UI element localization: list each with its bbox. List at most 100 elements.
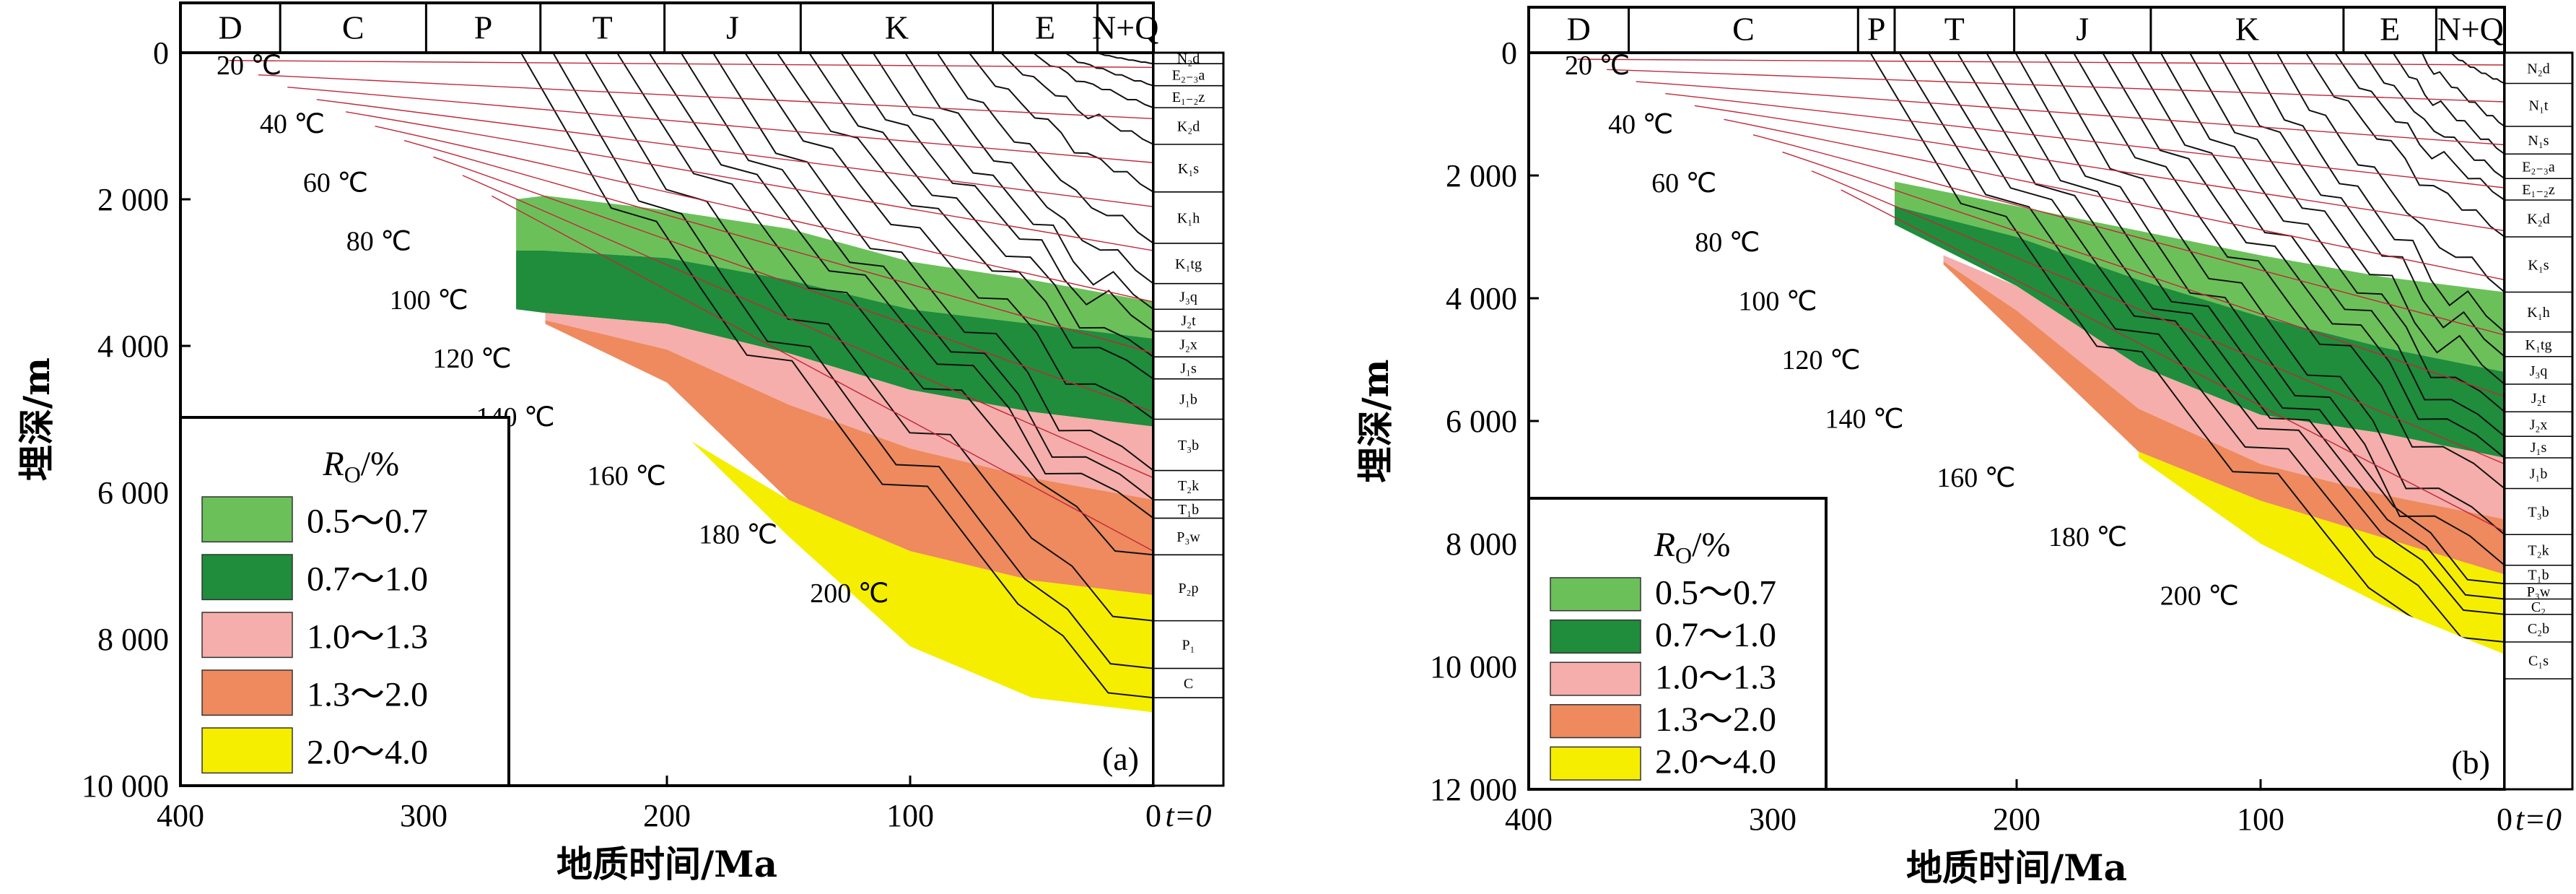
strata-label: P₂p (1178, 581, 1198, 596)
isotherm-line (1724, 118, 2505, 281)
isotherm-label: 200 ℃ (810, 578, 888, 609)
burial-line (2450, 53, 2505, 84)
isotherm-line (1694, 105, 2505, 232)
period-label: K (885, 9, 909, 46)
strata-label: J₃q (1179, 289, 1197, 305)
maturity-band-4 (545, 320, 1153, 596)
period-label: P (1867, 10, 1886, 47)
burial-line (2392, 53, 2505, 155)
burial-line (2218, 53, 2505, 357)
isotherm-label: 80 ℃ (1695, 227, 1760, 258)
isotherm-label: 180 ℃ (2048, 522, 2127, 552)
period-header (1527, 6, 2506, 54)
x-tick-label: 0 (1145, 798, 1161, 833)
y-axis-title: 埋深/m (15, 357, 58, 481)
maturity-band-5 (691, 441, 1153, 713)
isotherm-line (229, 60, 1153, 68)
strata-label: C₁s (2528, 654, 2549, 669)
isotherm-label: 120 ℃ (433, 344, 512, 374)
strata-label: N₂d (1177, 51, 1200, 67)
strata-label: K₁h (2527, 305, 2549, 321)
legend-swatch (1550, 746, 1641, 781)
maturity-band-2 (1895, 206, 2505, 458)
isotherm-line (1811, 170, 2505, 465)
burial-line (872, 53, 1153, 311)
isotherm-line (375, 126, 1153, 303)
isotherm-label: 200 ℃ (2160, 581, 2239, 611)
isotherm-line (316, 99, 1153, 207)
burial-line (1096, 53, 1153, 65)
period-label: E (2380, 10, 2400, 47)
period-label: D (1567, 10, 1591, 47)
strata-label: E₁₋₂z (2522, 182, 2555, 198)
burial-line (2421, 53, 2505, 127)
legend-label: 0.7～1.0 (1655, 616, 1776, 654)
burial-line (808, 53, 1153, 358)
isotherm-line (492, 195, 1153, 552)
legend-box (179, 416, 510, 787)
period-label: C (342, 9, 364, 46)
period-label: C (1732, 10, 1755, 47)
legend-swatch (201, 554, 293, 601)
isotherm-line (1665, 92, 2505, 188)
strata-label: J₂x (1179, 337, 1197, 352)
legend-label: 2.0～4.0 (1655, 743, 1776, 781)
strata-label: K₁s (2528, 257, 2549, 273)
burial-line (744, 53, 1153, 420)
legend-swatch (201, 612, 293, 659)
burial-line (2102, 53, 2505, 459)
burial-line (904, 53, 1153, 285)
y-tick-label: 0 (1501, 35, 1517, 71)
x-tick-label: 100 (2237, 802, 2284, 837)
isotherm-line (462, 175, 1153, 479)
maturity-band-3 (545, 313, 1153, 500)
strata-label: T₁b (2528, 568, 2549, 583)
isotherm-label: 40 ℃ (1608, 110, 1673, 140)
y-axis-title: 埋深/m (1354, 359, 1397, 482)
isotherm-line (433, 156, 1153, 413)
period-label: T (1944, 10, 1965, 47)
y-tick-label: 0 (153, 35, 169, 71)
burial-line (968, 53, 1153, 193)
burial-line (648, 53, 1153, 519)
burial-line (712, 53, 1153, 472)
isotherm-line (1841, 189, 2505, 532)
burial-line (2334, 53, 2505, 201)
isotherm-line (258, 74, 1153, 120)
burial-line (2276, 53, 2505, 293)
burial-line (1065, 53, 1153, 87)
burial-line (2014, 53, 2505, 566)
y-tick-label: 6 000 (97, 475, 169, 511)
isotherm-line (403, 139, 1153, 354)
isotherm-label: 40 ℃ (260, 109, 325, 139)
strata-label: T₂k (1178, 478, 1199, 494)
burial-line (1869, 53, 2505, 680)
burial-line (552, 53, 1153, 669)
y-tick-label: 2 000 (1446, 158, 1517, 194)
legend-swatch (1550, 619, 1641, 654)
strata-label: J₁s (1180, 360, 1197, 376)
x-tick-label: 300 (1749, 802, 1796, 837)
burial-line (2188, 53, 2505, 385)
burial-line (2073, 53, 2505, 490)
legend-label: 2.0～4.0 (307, 734, 428, 772)
y-tick-label: 8 000 (1446, 526, 1517, 562)
strata-label: J₁b (2530, 466, 2548, 482)
burial-line (776, 53, 1153, 380)
legend-swatch (1550, 661, 1641, 696)
burial-line (2363, 53, 2505, 180)
period-label: P (474, 9, 493, 46)
legend-label: 1.3～2.0 (1655, 700, 1776, 739)
maturity-band-4 (1943, 261, 2505, 575)
y-tick-label: 6 000 (1446, 404, 1517, 439)
legend-title: RO/% (1654, 526, 1731, 568)
burial-line (2247, 53, 2505, 333)
panel-label: (b) (2451, 744, 2490, 781)
burial-line (1000, 53, 1153, 145)
legend-label: 1.0～1.3 (307, 618, 428, 656)
x-tick-label: 400 (157, 798, 204, 833)
chart-panel-b: 20 ℃ 40 ℃ 60 ℃ 80 ℃ 100 ℃ 120 ℃ 140 ℃ 160 ℃ 180 … (1354, 6, 2574, 889)
isotherm-label: 60 ℃ (1651, 168, 1716, 199)
legend-swatch (1550, 704, 1641, 739)
